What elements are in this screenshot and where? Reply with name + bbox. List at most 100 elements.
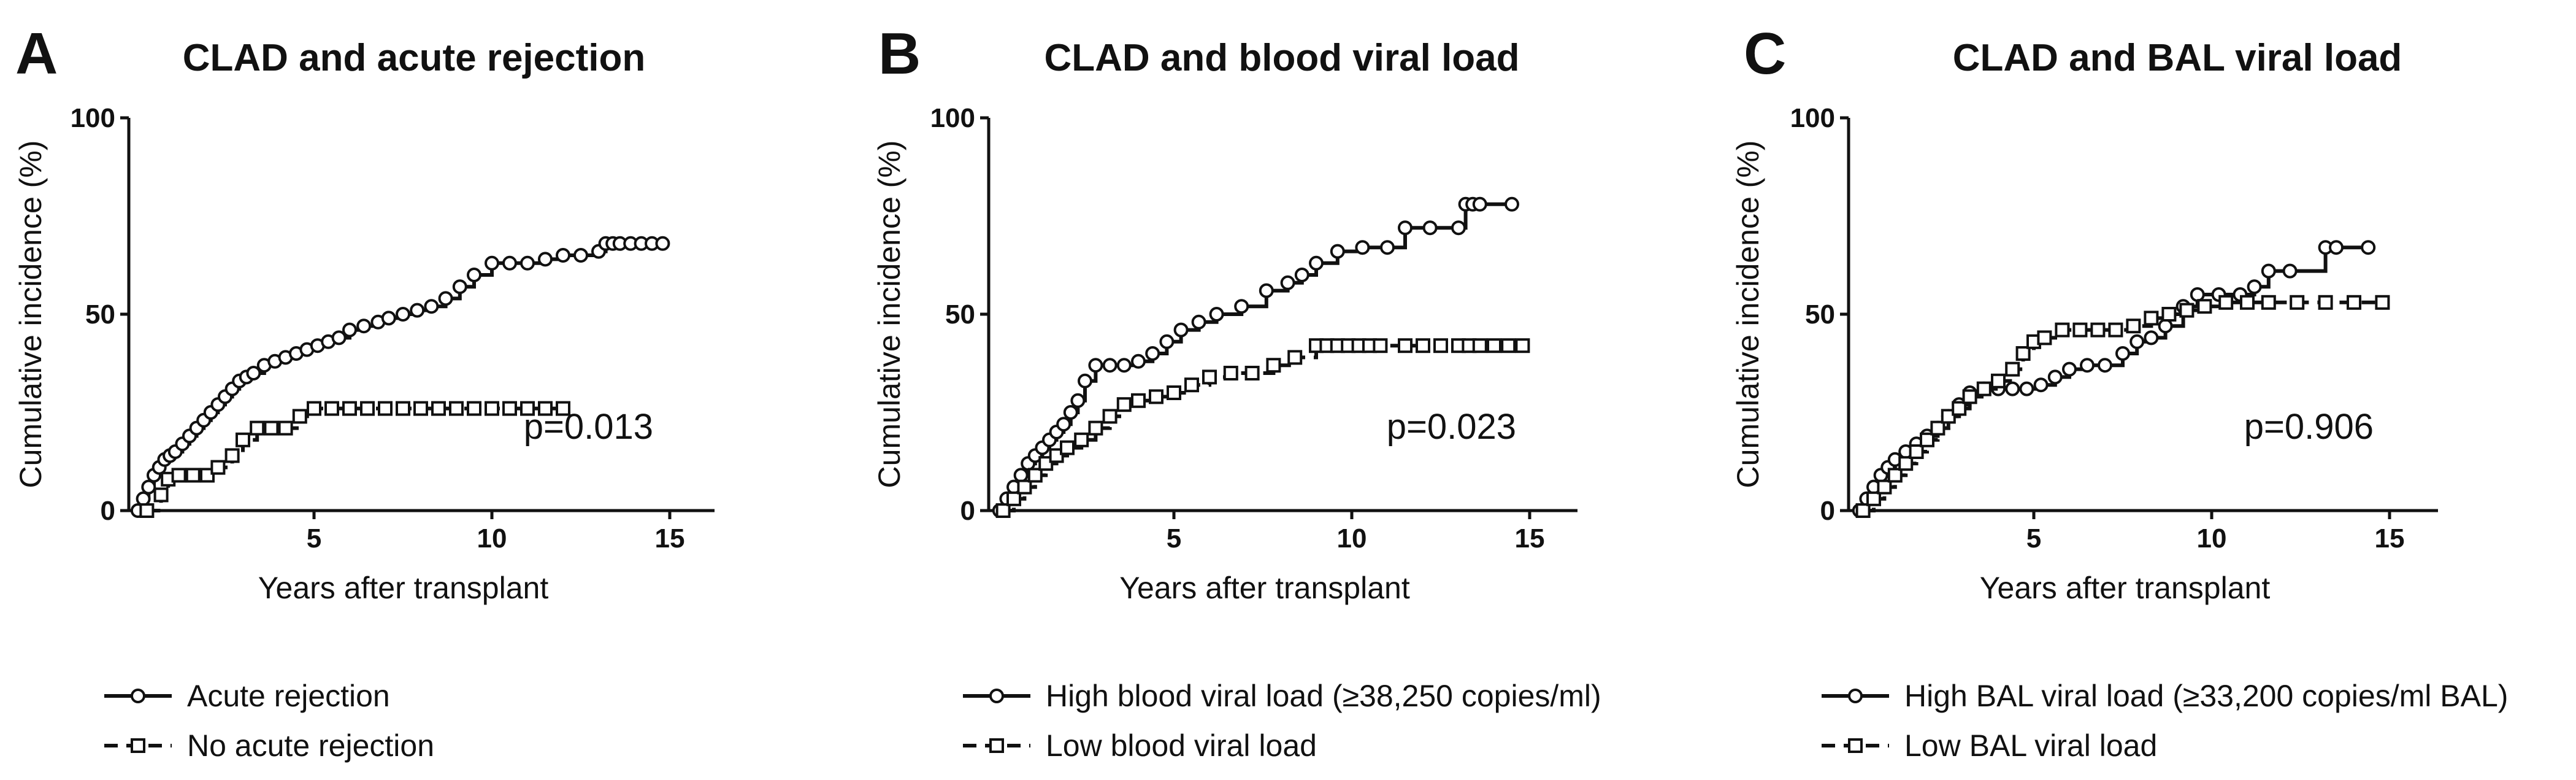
data-point [1060, 440, 1075, 455]
data-point [1159, 334, 1175, 349]
data-point [424, 299, 439, 314]
data-point [485, 255, 499, 271]
legend-marker [131, 689, 145, 703]
legend-marker [1848, 689, 1863, 703]
data-point [438, 291, 453, 306]
data-point [378, 401, 393, 416]
data-point [1855, 503, 1871, 518]
data-point [307, 401, 321, 416]
data-point [2033, 377, 2049, 393]
data-point [331, 330, 347, 346]
data-point [2037, 330, 2052, 346]
data-point [324, 401, 339, 416]
data-point [342, 401, 357, 416]
data-point [1173, 322, 1189, 338]
data-point [2261, 263, 2276, 279]
data-point [1930, 420, 1945, 436]
data-point [410, 303, 425, 318]
data-point [1355, 240, 1370, 255]
data-point [2144, 311, 2159, 326]
p-value: p=0.906 [2244, 407, 2374, 447]
data-point [1116, 358, 1132, 373]
data-point [1184, 377, 1199, 393]
data-point [1294, 268, 1309, 282]
data-point [2115, 346, 2130, 361]
data-point [1063, 405, 1078, 420]
data-point [2247, 279, 2262, 295]
data-point [2062, 361, 2077, 377]
data-point [2090, 322, 2106, 338]
data-point [2218, 295, 2234, 310]
data-point [2318, 295, 2333, 310]
data-point [502, 401, 517, 416]
data-point [396, 401, 410, 416]
data-point [1209, 307, 1224, 322]
y-tick-label: 100 [1790, 103, 1835, 133]
data-point [2197, 299, 2212, 314]
data-point [236, 432, 250, 447]
data-point [1472, 196, 1487, 212]
data-point [356, 319, 372, 334]
data-point [2019, 381, 2034, 396]
data-point [250, 420, 265, 436]
data-point [1006, 491, 1021, 506]
data-point [1038, 456, 1054, 471]
chart-title: CLAD and BAL viral load [1953, 37, 2402, 79]
data-point [995, 503, 1011, 518]
data-point [1941, 409, 1956, 424]
chart-title: CLAD and acute rejection [183, 37, 645, 79]
data-point [2261, 295, 2276, 310]
data-point [1380, 240, 1395, 255]
data-point [573, 248, 588, 263]
data-point [1102, 358, 1117, 373]
data-point [2282, 263, 2298, 279]
data-point [2361, 240, 2376, 255]
data-point [210, 460, 226, 475]
data-point [136, 491, 151, 506]
data-point [1398, 220, 1413, 236]
data-point [2240, 295, 2255, 310]
data-point [520, 401, 535, 416]
x-tick-label: 10 [1337, 523, 1367, 554]
legend-label: High blood viral load (≥38,250 copies/ml… [1046, 679, 1601, 713]
data-point [1877, 479, 1892, 495]
data-point [1191, 314, 1206, 330]
data-point [1920, 432, 1934, 447]
legend-entry: Low blood viral load [963, 728, 1317, 763]
x-tick-label: 15 [655, 523, 685, 554]
legend-entry: Acute rejection [104, 679, 390, 713]
data-point [449, 401, 464, 416]
data-point [200, 468, 215, 483]
data-point [556, 248, 570, 263]
data-point [396, 307, 410, 322]
x-tick-label: 5 [2026, 523, 2041, 554]
legend-marker [989, 689, 1004, 703]
p-value: p=0.023 [1387, 407, 1516, 447]
data-point [1088, 358, 1103, 373]
data-point [278, 420, 293, 436]
data-point [1056, 417, 1071, 432]
data-point [1898, 456, 1914, 471]
data-point [2190, 287, 2205, 302]
data-point [655, 236, 670, 251]
data-point [1070, 393, 1086, 408]
legend-entry: High blood viral load (≥38,250 copies/ml… [963, 679, 1601, 713]
data-point [1866, 491, 1881, 506]
panel-c: C CLAD and BAL viral load 0 50 100 5 10 15 Years… [1731, 21, 2508, 763]
y-tick-label: 0 [1820, 496, 1835, 526]
data-point [1259, 283, 1274, 298]
data-point [1244, 366, 1260, 380]
data-point [2055, 322, 2070, 338]
y-tick-label: 100 [930, 103, 975, 133]
data-point [2126, 319, 2141, 334]
x-axis-label: Years after transplant [1119, 571, 1410, 605]
y-axis-label: Cumulative incidence (%) [13, 141, 48, 488]
legend-label: No acute rejection [187, 728, 434, 763]
data-point [1330, 244, 1345, 259]
data-point [1398, 338, 1413, 353]
panel-a: A CLAD and acute rejection 0 50 100 5 10 15 Year… [13, 21, 715, 763]
data-point [1976, 381, 1991, 396]
data-point [1088, 420, 1103, 436]
data-point [2080, 358, 2095, 373]
